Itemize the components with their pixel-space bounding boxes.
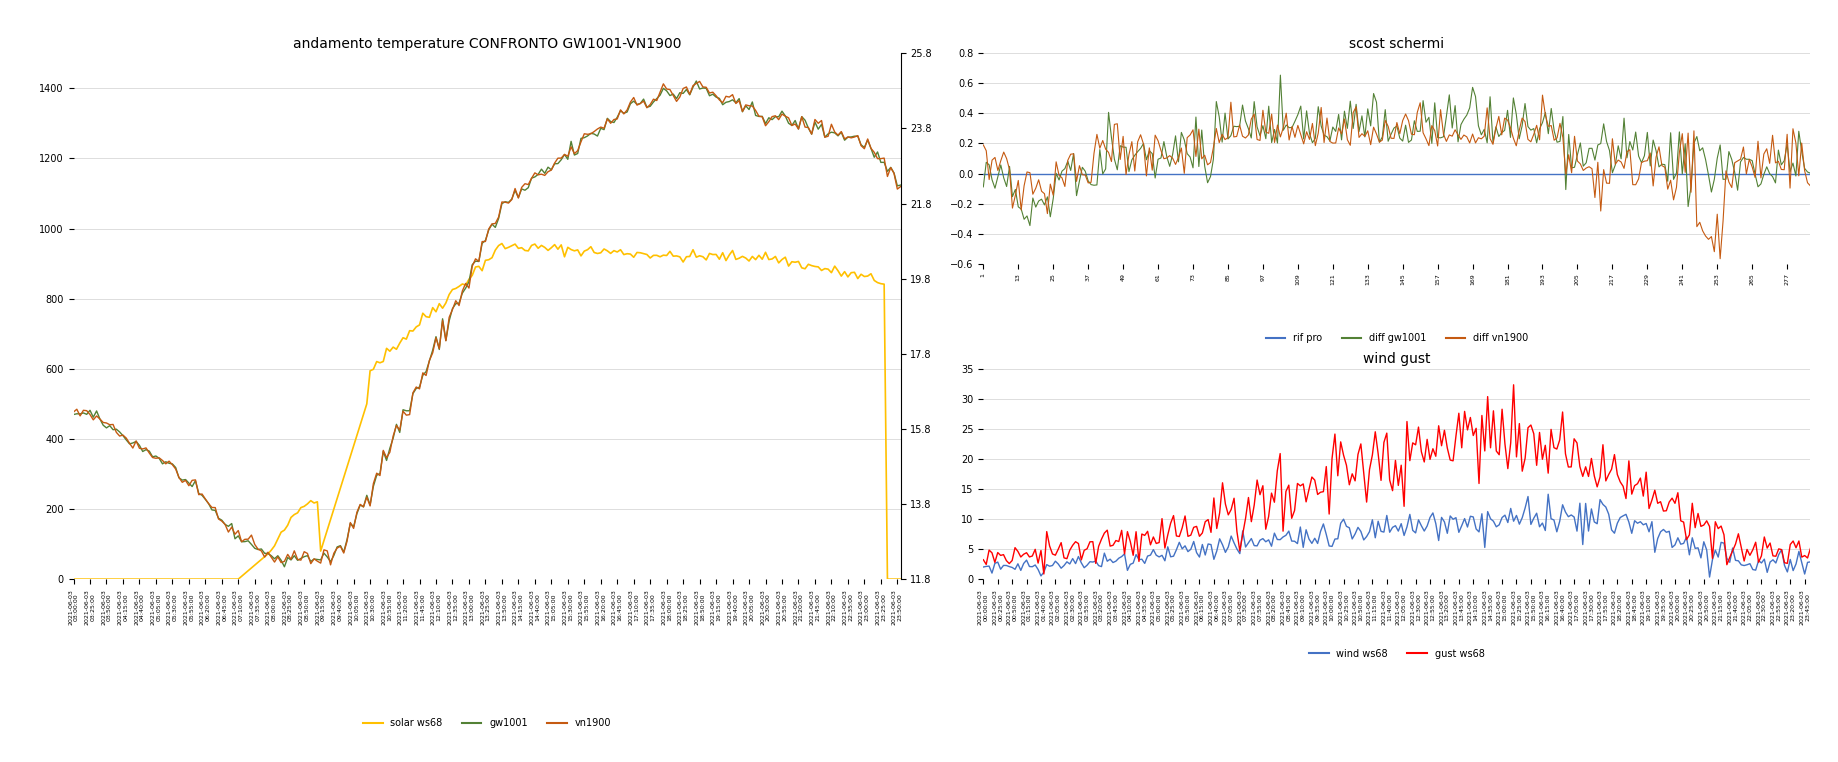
Title: wind gust: wind gust <box>1364 352 1430 367</box>
Title: scost schermi: scost schermi <box>1349 37 1445 51</box>
Legend: rif pro, diff gw1001, diff vn1900: rif pro, diff gw1001, diff vn1900 <box>1263 329 1531 347</box>
Legend: wind ws68, gust ws68: wind ws68, gust ws68 <box>1305 645 1489 663</box>
Legend: solar ws68, gw1001, vn1900: solar ws68, gw1001, vn1900 <box>358 714 616 732</box>
Title: andamento temperature CONFRONTO GW1001-VN1900: andamento temperature CONFRONTO GW1001-V… <box>292 37 682 51</box>
